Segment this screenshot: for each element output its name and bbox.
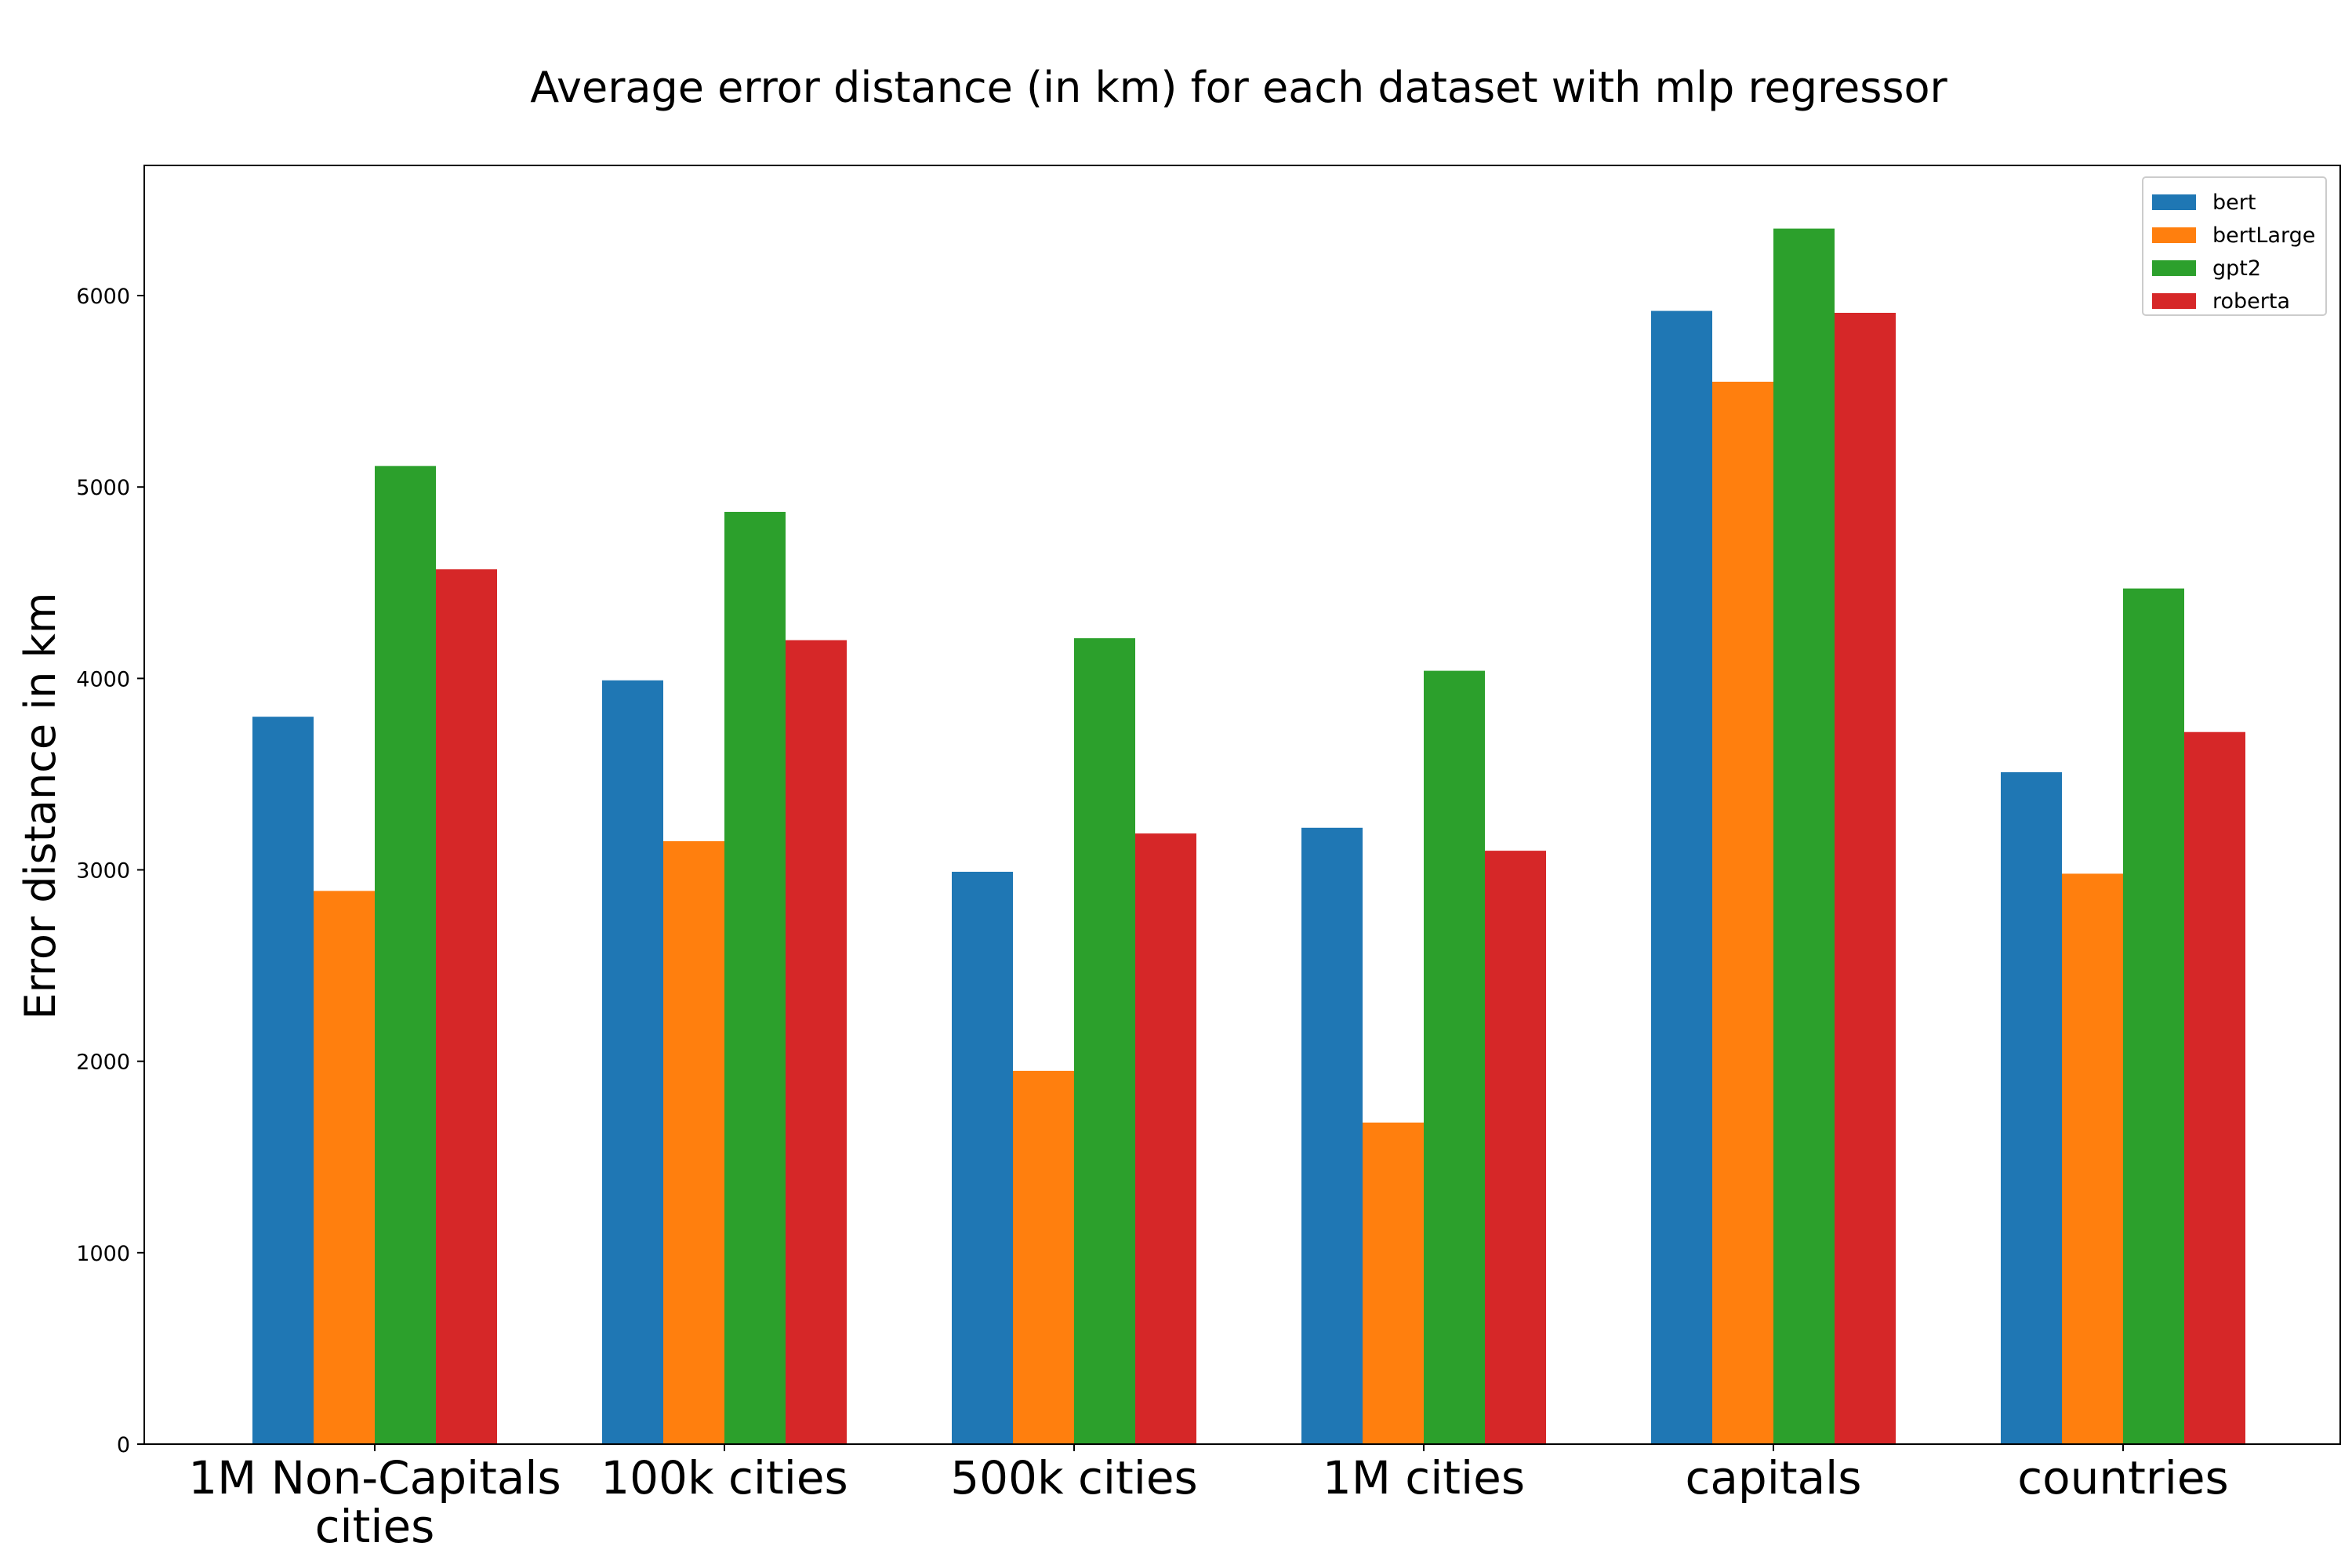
bar-bertLarge-3 xyxy=(1363,1122,1424,1444)
x-tick-label-4: capitals xyxy=(1686,1451,1862,1504)
legend-label-gpt2: gpt2 xyxy=(2212,256,2261,281)
y-tick-label-2: 2000 xyxy=(76,1051,130,1075)
bar-gpt2-3 xyxy=(1424,670,1485,1444)
bar-bertLarge-0 xyxy=(314,891,375,1444)
y-tick-label-0: 0 xyxy=(117,1433,130,1457)
bar-roberta-0 xyxy=(436,569,497,1444)
legend-label-roberta: roberta xyxy=(2212,289,2290,314)
bars-layer xyxy=(252,228,2245,1444)
x-tick-label-1: 100k cities xyxy=(601,1451,848,1504)
y-tick-label-6: 6000 xyxy=(76,285,130,309)
bar-gpt2-2 xyxy=(1074,638,1135,1444)
legend-swatch-bert xyxy=(2152,194,2196,210)
legend-swatch-roberta xyxy=(2152,293,2196,309)
y-axis-label: Error distance in km xyxy=(16,592,65,1019)
bar-bertLarge-4 xyxy=(1712,381,1773,1444)
bar-bertLarge-2 xyxy=(1013,1070,1074,1444)
bar-gpt2-0 xyxy=(375,466,436,1444)
legend: bert bertLarge gpt2 roberta xyxy=(2142,176,2327,316)
legend-swatch-bertLarge xyxy=(2152,227,2196,243)
bar-roberta-1 xyxy=(786,640,847,1444)
bar-gpt2-4 xyxy=(1773,228,1835,1444)
y-tick-label-4: 4000 xyxy=(76,667,130,691)
bar-roberta-5 xyxy=(2184,731,2245,1444)
bar-roberta-3 xyxy=(1485,851,1546,1444)
legend-label-bertLarge: bertLarge xyxy=(2212,223,2315,248)
x-tick-label-3: 1M cities xyxy=(1323,1451,1525,1504)
y-tick-label-3: 3000 xyxy=(76,859,130,884)
bar-gpt2-5 xyxy=(2123,588,2184,1444)
bar-roberta-4 xyxy=(1835,313,1896,1444)
bar-bert-4 xyxy=(1651,310,1712,1444)
y-tick-label-5: 5000 xyxy=(76,476,130,500)
legend-label-bert: bert xyxy=(2212,191,2256,215)
x-tick-label-2: 500k cities xyxy=(950,1451,1198,1504)
y-tick-label-1: 1000 xyxy=(76,1242,130,1266)
x-tick-label-0: 1M Non-Capitals cities xyxy=(188,1451,561,1553)
bar-bert-2 xyxy=(952,871,1013,1444)
legend-swatch-gpt2 xyxy=(2152,260,2196,276)
bar-bert-0 xyxy=(252,717,314,1444)
x-tick-label-5: countries xyxy=(2017,1451,2229,1504)
bar-bert-1 xyxy=(602,680,663,1444)
axes-layer: 0 1000 2000 3000 4000 5000 6000 1M Non-Capitals… xyxy=(76,165,2341,1553)
chart-title: Average error distance (in km) for each … xyxy=(530,63,1947,112)
bar-roberta-2 xyxy=(1135,833,1196,1444)
plot-frame xyxy=(143,165,2341,1445)
bar-bert-3 xyxy=(1301,827,1363,1444)
bar-bertLarge-1 xyxy=(663,840,724,1444)
bar-bert-5 xyxy=(2001,771,2062,1444)
bar-bertLarge-5 xyxy=(2062,873,2123,1444)
bar-gpt2-1 xyxy=(724,511,786,1444)
legend-box xyxy=(2142,176,2327,316)
